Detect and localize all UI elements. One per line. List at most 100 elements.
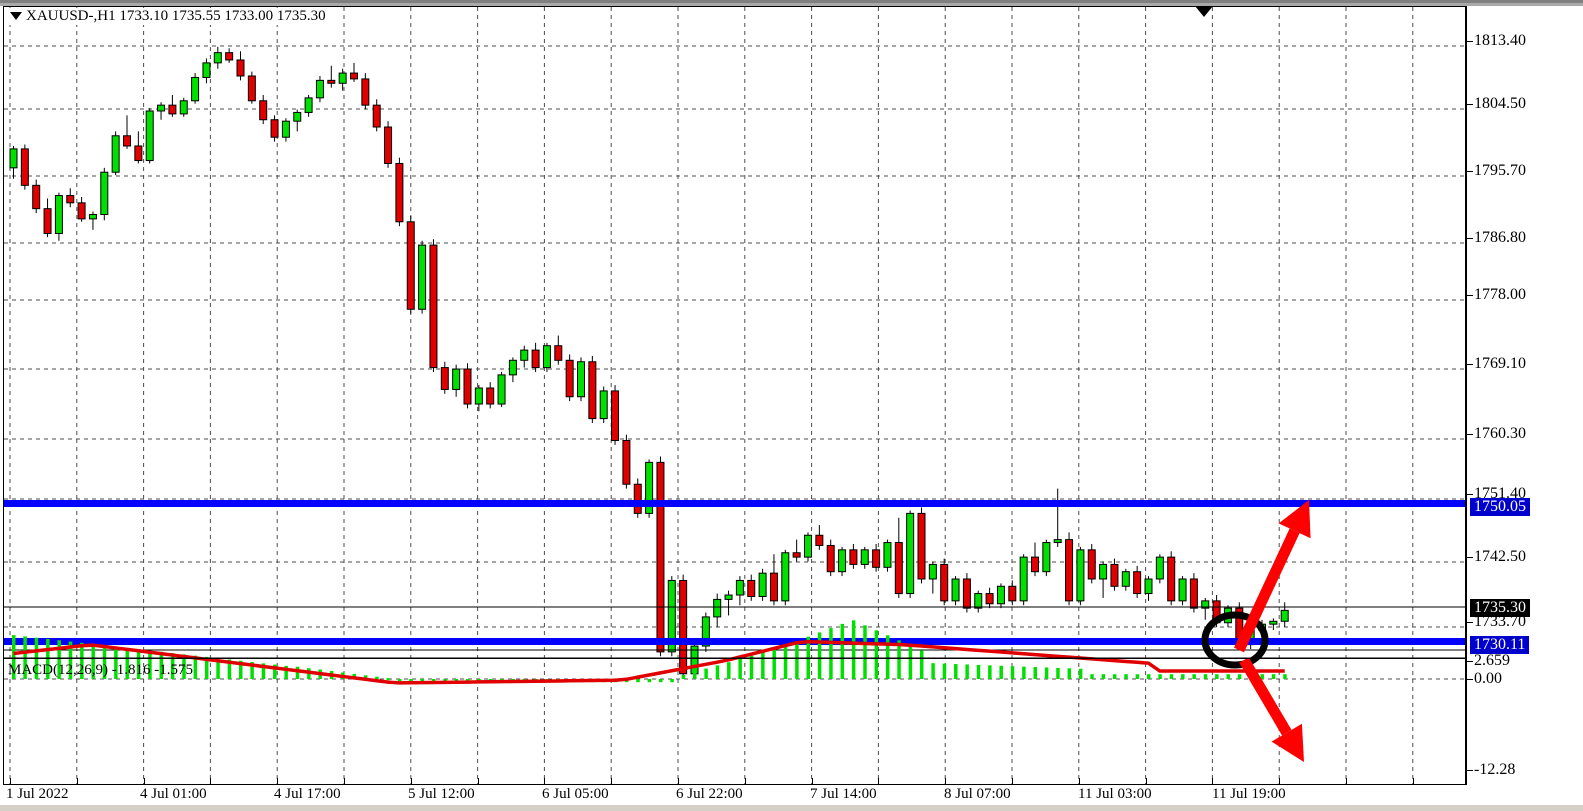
candle-body: [1144, 578, 1153, 595]
price-tick-label: 2.659: [1474, 652, 1510, 669]
candle-body: [327, 79, 336, 84]
price-axis-tick: [1466, 104, 1473, 105]
candle-body: [338, 72, 347, 84]
candle-body: [1099, 563, 1108, 580]
macd-panel-frame: [3, 658, 1466, 785]
candle-body: [769, 572, 778, 602]
candle-body: [906, 512, 915, 595]
candle-body: [1008, 585, 1017, 602]
price-tick-label: 1813.40: [1474, 32, 1526, 49]
time-tick-label: 11 Jul 19:00: [1212, 786, 1286, 802]
candle-body: [531, 349, 540, 369]
price-tick-label: 1733.70: [1474, 613, 1526, 630]
price-level-badge[interactable]: 1730.11: [1470, 636, 1530, 654]
candle-body: [1235, 607, 1244, 646]
candle-body: [1212, 600, 1221, 624]
candle-body: [66, 195, 75, 204]
candle-body: [157, 104, 166, 112]
candle-body: [599, 390, 608, 420]
candle-body: [429, 244, 438, 369]
triangle-down-icon[interactable]: [10, 11, 22, 20]
price-level-badge[interactable]: 1750.05: [1470, 498, 1530, 516]
support-level[interactable]: [4, 638, 1465, 645]
candle-body: [384, 126, 393, 164]
candle-body: [713, 598, 722, 618]
price-tick-label: 1742.50: [1474, 548, 1526, 565]
candle-body: [361, 78, 370, 106]
price-axis[interactable]: [1466, 6, 1583, 785]
candle-body: [111, 135, 120, 173]
price-axis-tick: [1466, 41, 1473, 42]
candle-body: [838, 549, 847, 573]
candle-body: [77, 202, 86, 220]
candle-body: [372, 104, 381, 128]
price-tick-label: 1769.10: [1474, 355, 1526, 372]
time-axis-tick: [10, 778, 11, 785]
time-axis-tick: [1279, 778, 1281, 785]
candle-body: [395, 162, 404, 223]
candle-body: [281, 120, 290, 138]
price-tick-label: 1778.00: [1474, 286, 1526, 303]
candle-body: [577, 361, 585, 398]
candle-body: [1065, 539, 1074, 602]
price-axis-tick: [1466, 434, 1473, 435]
time-tick-label: 11 Jul 03:00: [1078, 786, 1152, 802]
candle-body: [826, 544, 835, 573]
candle-body: [100, 171, 109, 215]
price-tick-label: -12.28: [1474, 761, 1516, 778]
candle-body: [508, 359, 517, 376]
time-tick-label: 5 Jul 12:00: [408, 786, 475, 802]
candle-body: [304, 97, 313, 113]
price-level-lines: [4, 500, 1465, 651]
time-axis-tick: [410, 778, 412, 785]
candle-body: [9, 148, 18, 169]
candle-body: [520, 349, 529, 361]
candle-body: [1042, 542, 1051, 573]
price-axis-tick: [1466, 238, 1473, 239]
candle-body: [656, 461, 665, 653]
candle-body: [872, 549, 881, 568]
candle-body: [792, 552, 801, 558]
candle-body: [497, 374, 506, 405]
candle-body: [1201, 600, 1210, 609]
time-axis-tick: [878, 778, 880, 785]
price-tick-label: 1786.80: [1474, 229, 1526, 246]
candle-body: [951, 578, 960, 602]
candle-body: [974, 593, 983, 609]
candle-body: [1258, 623, 1266, 631]
bullish-arrow-head: [1278, 500, 1311, 539]
time-axis-tick: [1012, 778, 1013, 785]
bullish-arrow[interactable]: [1234, 500, 1311, 653]
price-tick-label: 0.00: [1474, 670, 1502, 687]
candle-body: [179, 100, 188, 115]
candle-body: [168, 104, 177, 115]
time-axis-tick: [277, 778, 279, 785]
candle-body: [270, 119, 279, 138]
candle-body: [667, 579, 676, 653]
candle-body: [293, 111, 302, 122]
candle-body: [633, 483, 642, 514]
time-tick-label: 8 Jul 07:00: [944, 786, 1011, 802]
candle-body: [758, 572, 767, 597]
price-axis-tick: [1466, 494, 1473, 495]
candle-body: [894, 542, 903, 595]
candle-body: [20, 148, 29, 186]
candle-body: [849, 549, 858, 565]
candle-body: [88, 213, 97, 220]
bullish-arrow-shaft: [1234, 528, 1300, 653]
chart-header-text: XAUUSD-,H1 1733.10 1735.55 1733.00 1735.…: [26, 8, 326, 24]
price-level-badge[interactable]: 1735.30: [1470, 599, 1530, 617]
candle-body: [1189, 578, 1198, 609]
price-axis-tick: [1466, 679, 1473, 680]
resistance-level[interactable]: [4, 500, 1465, 507]
chart-top-marker-icon[interactable]: [1195, 6, 1213, 17]
candle-body: [1121, 571, 1130, 587]
candle-body: [701, 616, 710, 647]
candle-body: [860, 549, 869, 565]
time-axis-tick: [1078, 778, 1080, 785]
time-axis-tick: [811, 778, 813, 785]
window-bottom-strip: [0, 805, 1583, 811]
time-axis-tick: [477, 778, 479, 785]
time-axis-tick: [1412, 778, 1414, 785]
